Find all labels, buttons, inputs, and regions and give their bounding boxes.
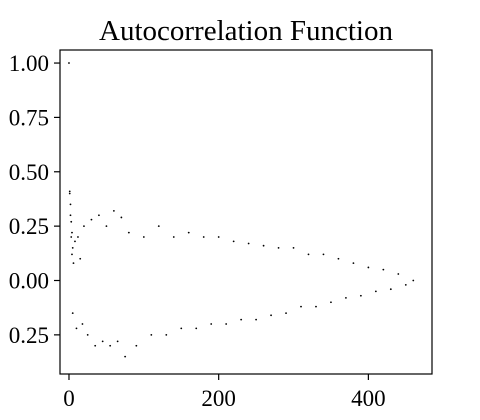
data-point — [150, 333, 153, 336]
data-point — [71, 231, 73, 234]
data-point — [142, 236, 145, 238]
data-point — [101, 340, 104, 343]
data-point — [412, 279, 415, 282]
x-tick-label: 400 — [351, 386, 386, 411]
data-point — [71, 253, 73, 256]
data-point — [109, 344, 112, 347]
y-tick-label: 0.25 — [9, 214, 49, 239]
data-point — [382, 268, 385, 271]
data-point — [105, 225, 108, 228]
data-point — [165, 333, 168, 336]
y-tick-label: 0.50 — [9, 160, 49, 185]
x-tick-label: 0 — [63, 386, 75, 411]
data-point — [69, 203, 72, 206]
data-point — [217, 236, 220, 238]
chart-title: Autocorrelation Function — [99, 15, 393, 47]
data-point — [172, 236, 175, 238]
y-tick-label: 0.25 — [9, 323, 49, 348]
data-point — [120, 216, 123, 219]
data-point — [374, 290, 377, 293]
data-point — [180, 327, 183, 330]
data-point — [247, 242, 250, 245]
data-point — [397, 273, 400, 275]
data-point — [135, 344, 138, 347]
data-point — [292, 246, 295, 249]
data-point — [98, 214, 100, 217]
data-point — [270, 314, 272, 317]
y-axis: 0.25 0.00 0.25 0.50 0.75 1.00 — [9, 51, 60, 348]
data-point — [187, 231, 190, 234]
data-point — [70, 220, 73, 223]
data-point — [81, 323, 84, 325]
data-point — [345, 296, 347, 299]
data-point — [68, 192, 71, 195]
data-point — [86, 333, 89, 336]
data-point — [255, 318, 257, 321]
data-point — [127, 231, 130, 234]
data-point — [74, 240, 76, 243]
data-point — [232, 240, 235, 243]
data-point — [116, 340, 119, 343]
data-point — [77, 236, 79, 238]
data-point — [300, 305, 302, 308]
data-point — [277, 246, 280, 249]
data-point — [112, 210, 115, 212]
data-point — [202, 236, 205, 238]
data-point — [83, 225, 85, 228]
data-point — [124, 355, 127, 358]
x-axis: 0 200 400 — [63, 374, 386, 411]
data-point — [322, 253, 325, 256]
data-point — [367, 266, 370, 269]
y-tick-label: 0.00 — [9, 268, 49, 293]
data-point — [79, 257, 82, 260]
y-tick-label: 1.00 — [9, 51, 49, 76]
data-point — [69, 214, 72, 217]
data-point — [71, 246, 74, 249]
data-point — [352, 262, 355, 264]
data-point — [240, 318, 243, 321]
data-point — [195, 327, 198, 330]
data-point — [71, 312, 74, 315]
data-point — [90, 218, 93, 221]
data-point — [75, 327, 78, 330]
data-point — [315, 305, 317, 308]
plot-frame — [59, 49, 433, 375]
data-point — [404, 283, 407, 286]
data-point — [70, 236, 73, 238]
data-point — [157, 225, 160, 228]
data-point — [94, 344, 97, 347]
x-tick-label: 200 — [201, 386, 236, 411]
data-point — [285, 312, 287, 315]
data-point — [68, 62, 70, 64]
data-point — [225, 323, 228, 325]
data-point — [262, 244, 265, 247]
data-point — [72, 262, 75, 264]
data-point — [330, 301, 332, 304]
y-tick-label: 0.75 — [9, 105, 49, 130]
data-point — [337, 257, 340, 260]
scatter-points — [68, 62, 415, 358]
data-point — [389, 288, 392, 291]
data-point — [68, 190, 71, 193]
data-point — [307, 253, 310, 256]
data-point — [359, 294, 362, 297]
data-point — [210, 323, 213, 325]
